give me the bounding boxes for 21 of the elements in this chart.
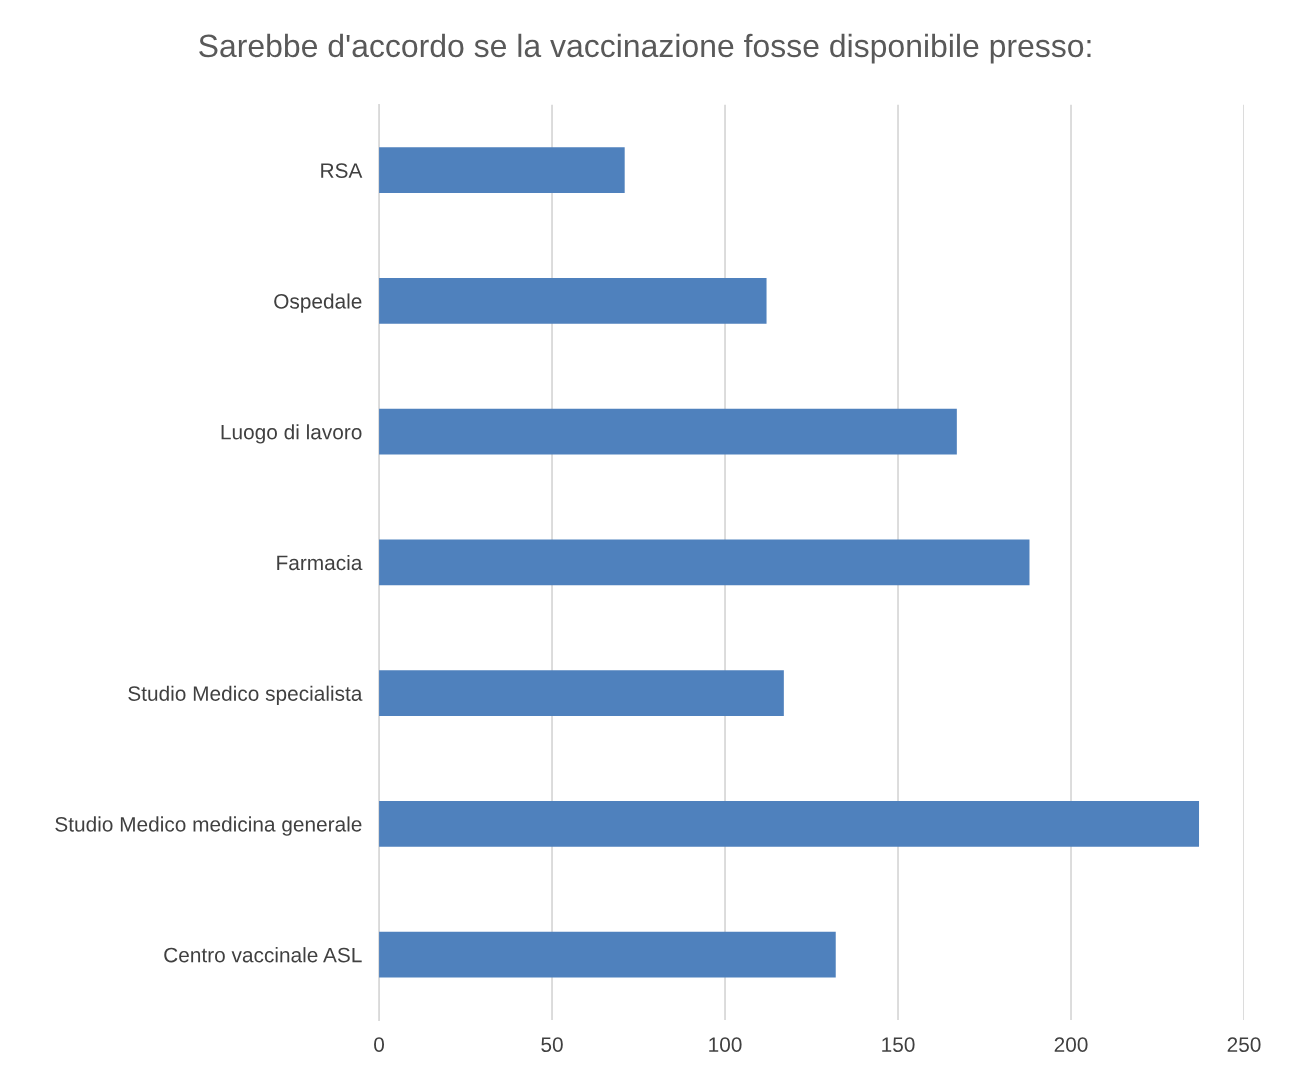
bar: [379, 931, 836, 978]
x-tick-label: 100: [709, 1037, 742, 1052]
chart-title: Sarebbe d'accordo se la vaccinazione fosse disponibile presso:: [199, 33, 1091, 64]
bar: [379, 278, 767, 324]
y-tick-label: Studio Medico specialista: [128, 685, 363, 706]
x-tick-label: 150: [882, 1037, 915, 1052]
bar: [379, 539, 1030, 586]
x-tick-label: 0: [374, 1037, 385, 1052]
y-tick-label: Luogo di lavoro: [221, 424, 362, 444]
bar: [379, 408, 957, 455]
x-tick-label: 250: [1227, 1037, 1261, 1052]
y-tick-label: Centro vaccinale ASL: [164, 947, 362, 963]
x-tick-label: 50: [541, 1037, 563, 1052]
bar: [379, 801, 1200, 847]
bar: [379, 147, 625, 194]
bar: [379, 670, 784, 717]
y-tick-label: RSA: [321, 163, 363, 178]
y-tick-label: Ospedale: [274, 293, 362, 313]
x-tick-label: 200: [1054, 1037, 1088, 1052]
y-tick-label: Farmacia: [277, 554, 363, 571]
y-tick-label: Studio Medico medicina generale: [55, 816, 362, 836]
